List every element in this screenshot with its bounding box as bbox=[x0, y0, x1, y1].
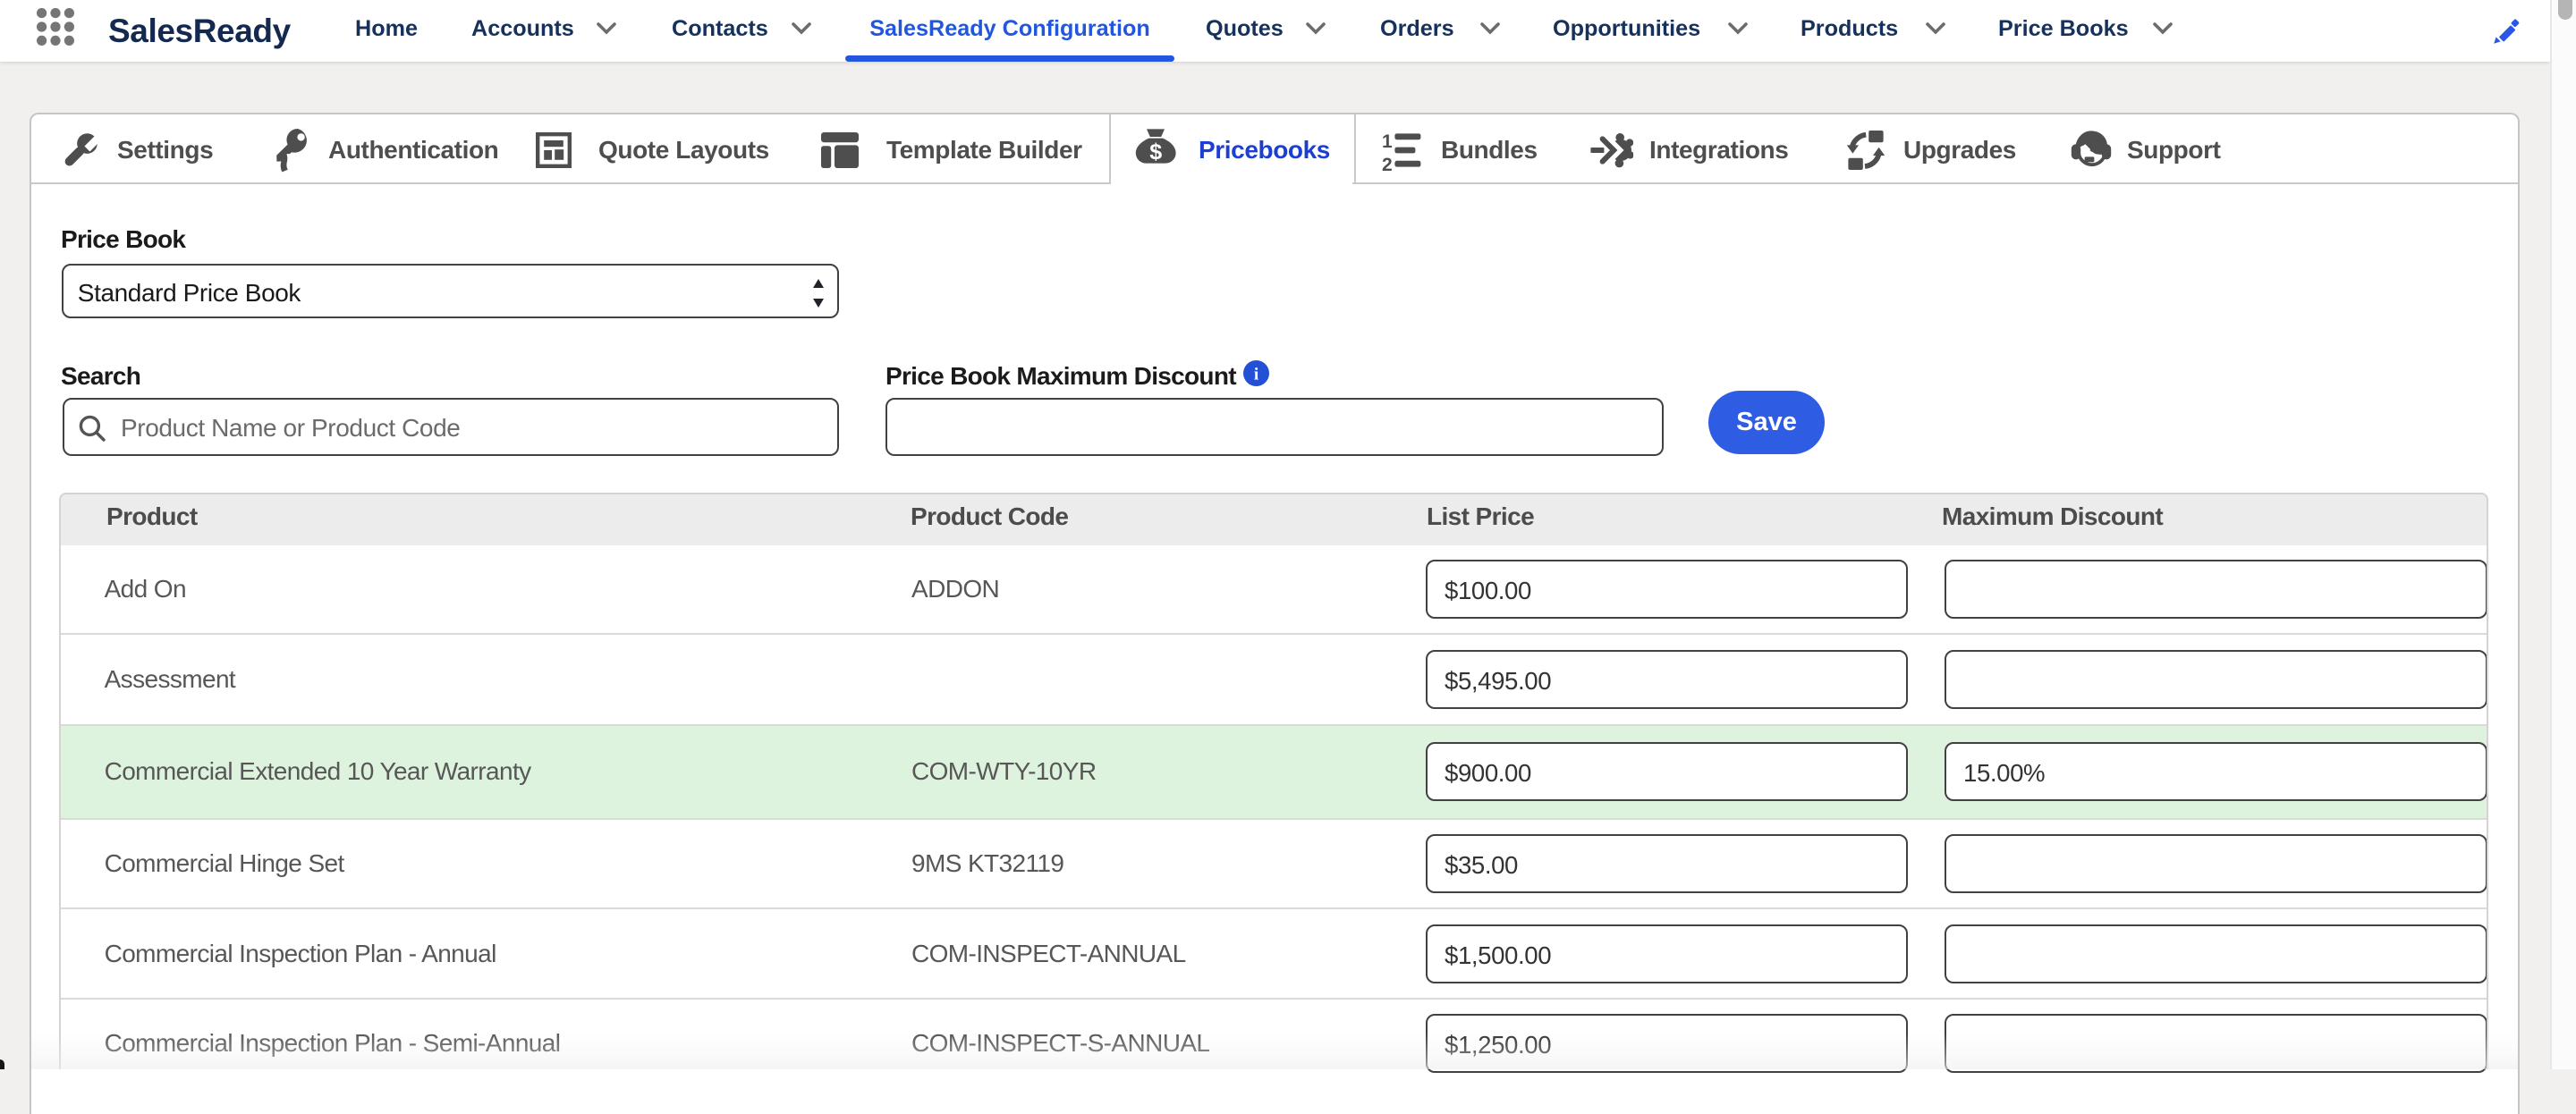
svg-text:2: 2 bbox=[1382, 155, 1392, 171]
svg-text:$: $ bbox=[1149, 139, 1162, 165]
svg-text:i: i bbox=[1254, 366, 1259, 384]
svg-text:1: 1 bbox=[1382, 131, 1393, 152]
